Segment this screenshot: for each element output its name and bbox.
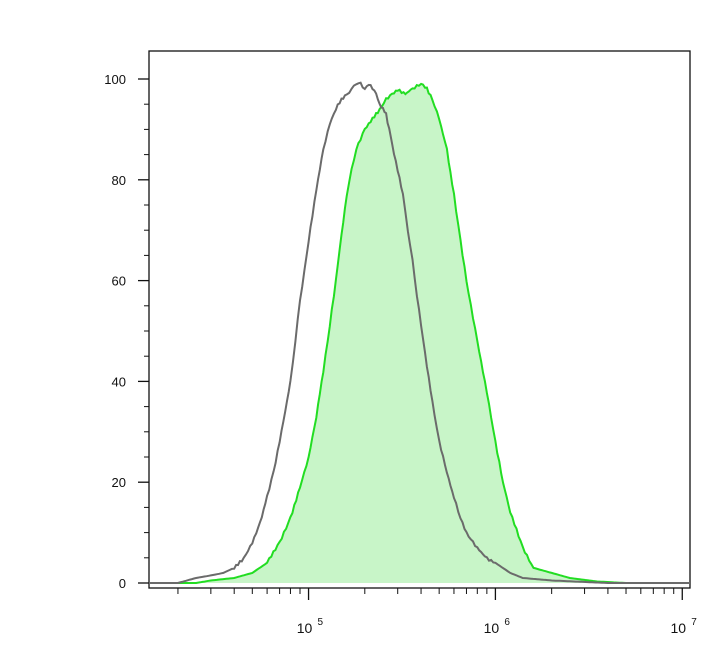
y-tick-label: 80: [112, 173, 126, 188]
x-tick-label-exponent: 7: [691, 617, 697, 628]
x-tick-label-exponent: 5: [318, 617, 324, 628]
x-tick-label-exponent: 6: [504, 617, 510, 628]
series-fill-area: [149, 83, 690, 584]
series-line-gray: [149, 81, 690, 584]
series-layer: [149, 81, 690, 584]
y-tick-label: 20: [112, 475, 126, 490]
x-tick-label-base: 10: [484, 620, 500, 636]
axis-layer: 0 20 40 60 80 100 10 5 10 6 10 7: [104, 72, 697, 636]
y-tick-label: 60: [112, 274, 126, 289]
x-tick-label-base: 10: [670, 620, 686, 636]
y-tick-label: 0: [119, 576, 126, 591]
y-tick-label: 100: [104, 72, 126, 87]
x-tick-label-base: 10: [297, 620, 313, 636]
y-tick-label: 40: [112, 374, 126, 389]
